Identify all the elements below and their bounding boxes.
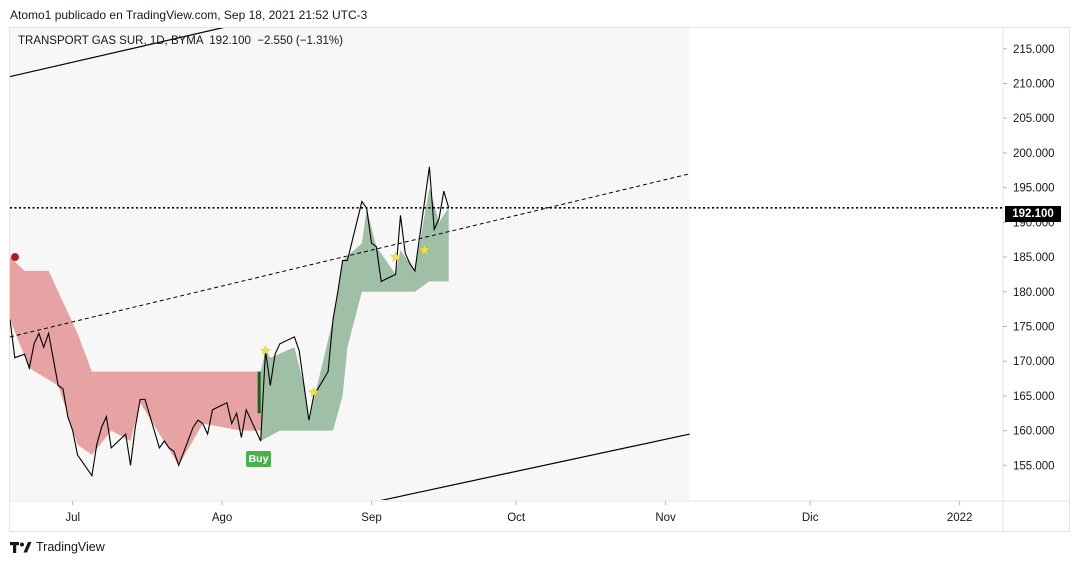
- x-tick-label-0: Jul: [65, 512, 80, 524]
- chart-frame[interactable]: [9, 27, 1070, 532]
- bear-trailing-band: [10, 257, 266, 466]
- star-marker-1: [260, 345, 271, 356]
- x-tick-label-3: Oct: [507, 512, 526, 524]
- price-line: [10, 166, 450, 478]
- y-tick-label-2: 165.000: [1013, 391, 1055, 403]
- tradingview-logo-icon[interactable]: [10, 540, 32, 554]
- x-tick-label-2: Sep: [361, 512, 381, 524]
- publisher-line: Atomo1 publicado en TradingView.com, Sep…: [10, 8, 368, 22]
- y-tick-label-1: 160.000: [1013, 426, 1055, 438]
- brand-name[interactable]: TradingView: [36, 540, 105, 554]
- star-marker-2: [308, 386, 320, 398]
- last-price-label: 192.100: [1005, 206, 1061, 222]
- y-tick-label-3: 170.000: [1013, 356, 1055, 368]
- x-tick-label-4: Nov: [655, 512, 676, 524]
- y-tick-label-10: 205.000: [1013, 113, 1055, 125]
- x-tick-label-1: Ago: [212, 512, 232, 524]
- y-tick-label-4: 175.000: [1013, 321, 1055, 333]
- channel-upper-line: [10, 28, 225, 78]
- y-tick-label-12: 215.000: [1013, 44, 1055, 56]
- star-marker-4: [419, 244, 430, 255]
- y-tick-label-11: 210.000: [1013, 79, 1055, 91]
- x-tick-label-5: Dic: [802, 512, 819, 524]
- star-marker-3: [390, 251, 402, 262]
- dashed-trendline: [10, 173, 690, 338]
- y-tick-label-8: 195.000: [1013, 183, 1055, 195]
- channel-lower-line: [380, 433, 690, 500]
- footer[interactable]: TradingView: [10, 540, 105, 554]
- buy-signal-label: Buy: [246, 451, 271, 467]
- bull-trailing-band: [260, 187, 449, 441]
- y-tick-label-6: 185.000: [1013, 252, 1055, 264]
- y-tick-label-9: 200.000: [1013, 148, 1055, 160]
- signal-dot: [11, 253, 19, 262]
- y-tick-label-5: 180.000: [1013, 287, 1055, 299]
- signal-bar: [257, 371, 261, 414]
- x-tick-label-6: 2022: [947, 512, 973, 524]
- y-tick-label-0: 155.000: [1013, 460, 1055, 472]
- symbol-legend: TRANSPORT GAS SUR, 1D, BYMA 192.100 −2.5…: [18, 35, 343, 47]
